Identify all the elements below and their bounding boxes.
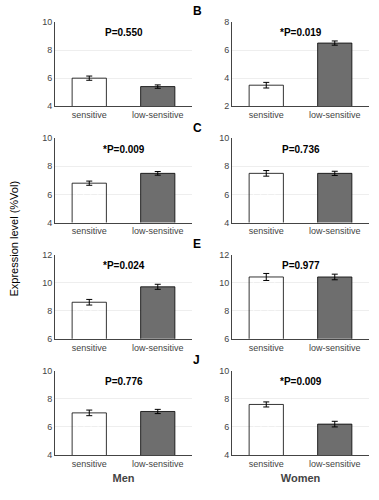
svg-text:low-sensitive: low-sensitive <box>309 459 361 469</box>
svg-text:10: 10 <box>219 366 229 376</box>
svg-text:Expression level (%Vol): Expression level (%Vol) <box>8 181 20 297</box>
svg-text:8: 8 <box>47 306 52 316</box>
svg-text:6: 6 <box>224 334 229 344</box>
svg-text:12: 12 <box>42 250 52 260</box>
svg-text:4: 4 <box>224 218 229 228</box>
svg-text:P=0.736: P=0.736 <box>282 144 320 155</box>
svg-text:low-sensitive: low-sensitive <box>132 226 184 236</box>
svg-text:E: E <box>193 237 201 251</box>
svg-text:12: 12 <box>219 250 229 260</box>
svg-text:6: 6 <box>47 334 52 344</box>
svg-text:4: 4 <box>47 450 52 460</box>
svg-text:C: C <box>193 121 202 135</box>
svg-text:10: 10 <box>219 278 229 288</box>
svg-text:8: 8 <box>224 161 229 171</box>
svg-text:low-sensitive: low-sensitive <box>309 226 361 236</box>
svg-text:P=0.977: P=0.977 <box>282 260 320 271</box>
svg-text:8: 8 <box>224 17 229 27</box>
svg-text:4: 4 <box>224 450 229 460</box>
svg-text:4: 4 <box>47 101 52 111</box>
svg-text:*P=0.019: *P=0.019 <box>280 27 322 38</box>
svg-text:*P=0.024: *P=0.024 <box>103 260 145 271</box>
svg-text:sensitive: sensitive <box>72 459 107 469</box>
svg-text:8: 8 <box>224 306 229 316</box>
svg-text:10: 10 <box>42 17 52 27</box>
svg-text:10: 10 <box>42 366 52 376</box>
svg-text:8: 8 <box>47 161 52 171</box>
svg-text:6: 6 <box>47 422 52 432</box>
svg-text:10: 10 <box>219 133 229 143</box>
svg-text:low-sensitive: low-sensitive <box>309 110 361 120</box>
svg-text:Men: Men <box>113 472 135 484</box>
svg-text:low-sensitive: low-sensitive <box>309 343 361 353</box>
svg-text:4: 4 <box>224 73 229 83</box>
svg-text:sensitive: sensitive <box>72 343 107 353</box>
svg-text:10: 10 <box>42 278 52 288</box>
svg-text:6: 6 <box>224 190 229 200</box>
svg-text:sensitive: sensitive <box>249 226 284 236</box>
svg-text:*P=0.009: *P=0.009 <box>103 144 145 155</box>
svg-text:sensitive: sensitive <box>249 343 284 353</box>
svg-text:J: J <box>193 353 200 367</box>
svg-text:6: 6 <box>224 45 229 55</box>
svg-text:2: 2 <box>224 101 229 111</box>
svg-text:8: 8 <box>47 394 52 404</box>
svg-text:*P=0.009: *P=0.009 <box>280 376 322 387</box>
svg-text:sensitive: sensitive <box>72 110 107 120</box>
svg-text:8: 8 <box>224 394 229 404</box>
svg-text:low-sensitive: low-sensitive <box>132 110 184 120</box>
svg-text:low-sensitive: low-sensitive <box>132 459 184 469</box>
svg-text:P=0.776: P=0.776 <box>105 376 143 387</box>
svg-text:low-sensitive: low-sensitive <box>132 343 184 353</box>
svg-text:6: 6 <box>47 190 52 200</box>
svg-text:6: 6 <box>224 422 229 432</box>
svg-text:6: 6 <box>47 73 52 83</box>
svg-text:sensitive: sensitive <box>249 110 284 120</box>
svg-text:sensitive: sensitive <box>72 226 107 236</box>
svg-text:8: 8 <box>47 45 52 55</box>
svg-text:Women: Women <box>281 472 321 484</box>
svg-text:sensitive: sensitive <box>249 459 284 469</box>
svg-text:P=0.550: P=0.550 <box>105 27 143 38</box>
svg-text:10: 10 <box>42 133 52 143</box>
svg-text:B: B <box>193 4 202 18</box>
svg-text:4: 4 <box>47 218 52 228</box>
